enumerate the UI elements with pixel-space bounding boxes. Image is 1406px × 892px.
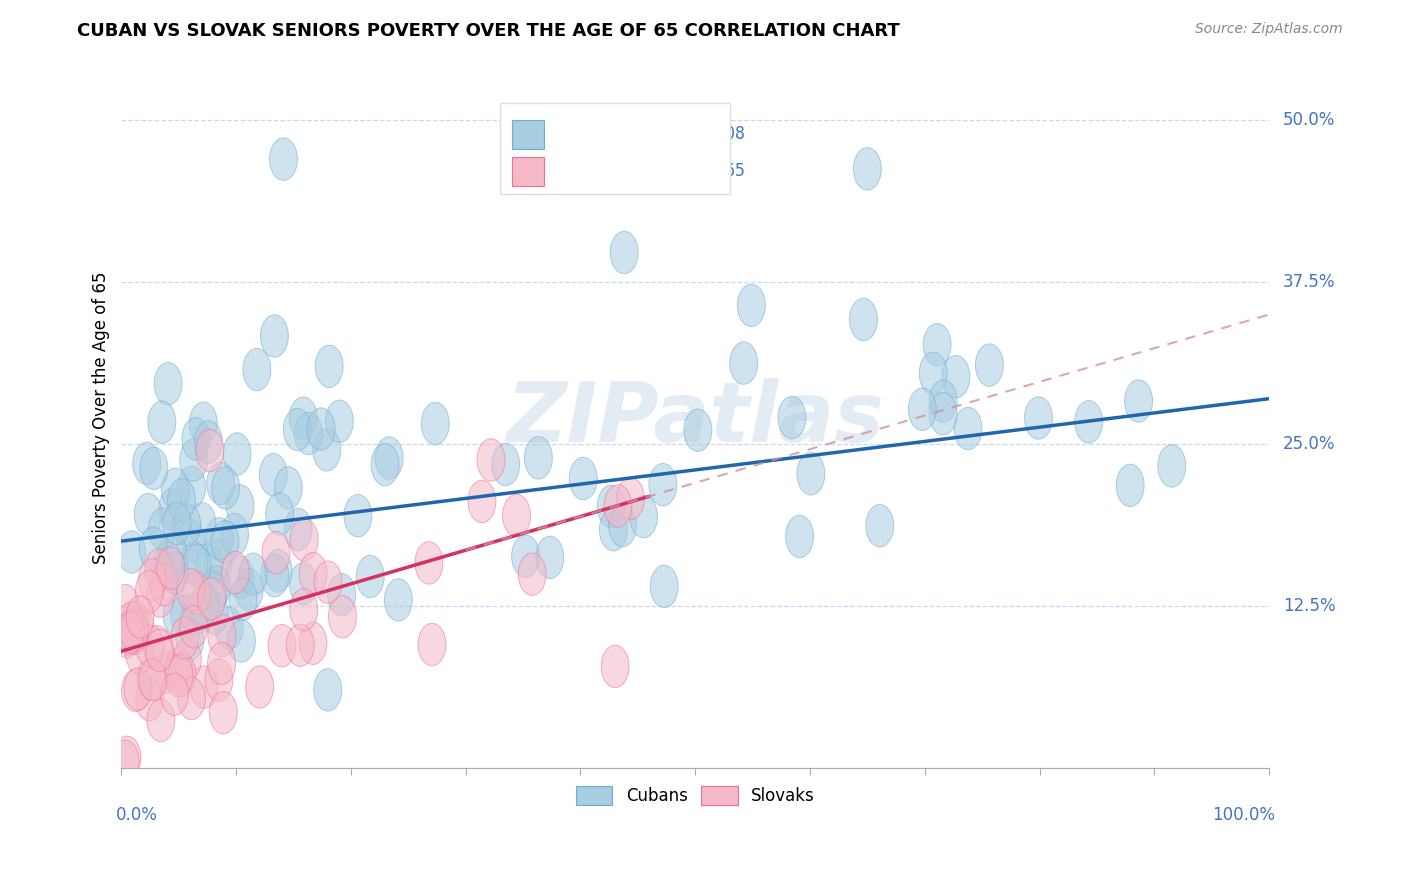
Text: CUBAN VS SLOVAK SENIORS POVERTY OVER THE AGE OF 65 CORRELATION CHART: CUBAN VS SLOVAK SENIORS POVERTY OVER THE… xyxy=(77,22,900,40)
Text: 100.0%: 100.0% xyxy=(1212,806,1275,824)
FancyBboxPatch shape xyxy=(512,120,544,149)
Text: R = 0.385   N =  65: R = 0.385 N = 65 xyxy=(555,162,745,180)
Y-axis label: Seniors Poverty Over the Age of 65: Seniors Poverty Over the Age of 65 xyxy=(93,272,110,565)
Text: 37.5%: 37.5% xyxy=(1282,273,1336,291)
Text: 12.5%: 12.5% xyxy=(1282,597,1336,615)
FancyBboxPatch shape xyxy=(501,103,730,194)
Text: 25.0%: 25.0% xyxy=(1282,435,1336,453)
Legend: Cubans, Slovaks: Cubans, Slovaks xyxy=(569,780,821,812)
Text: 50.0%: 50.0% xyxy=(1282,112,1336,129)
Text: Source: ZipAtlas.com: Source: ZipAtlas.com xyxy=(1195,22,1343,37)
Text: 0.0%: 0.0% xyxy=(115,806,157,824)
FancyBboxPatch shape xyxy=(512,157,544,186)
Text: R = 0.373   N = 108: R = 0.373 N = 108 xyxy=(555,125,745,144)
Text: ZIPatlas: ZIPatlas xyxy=(506,377,884,458)
